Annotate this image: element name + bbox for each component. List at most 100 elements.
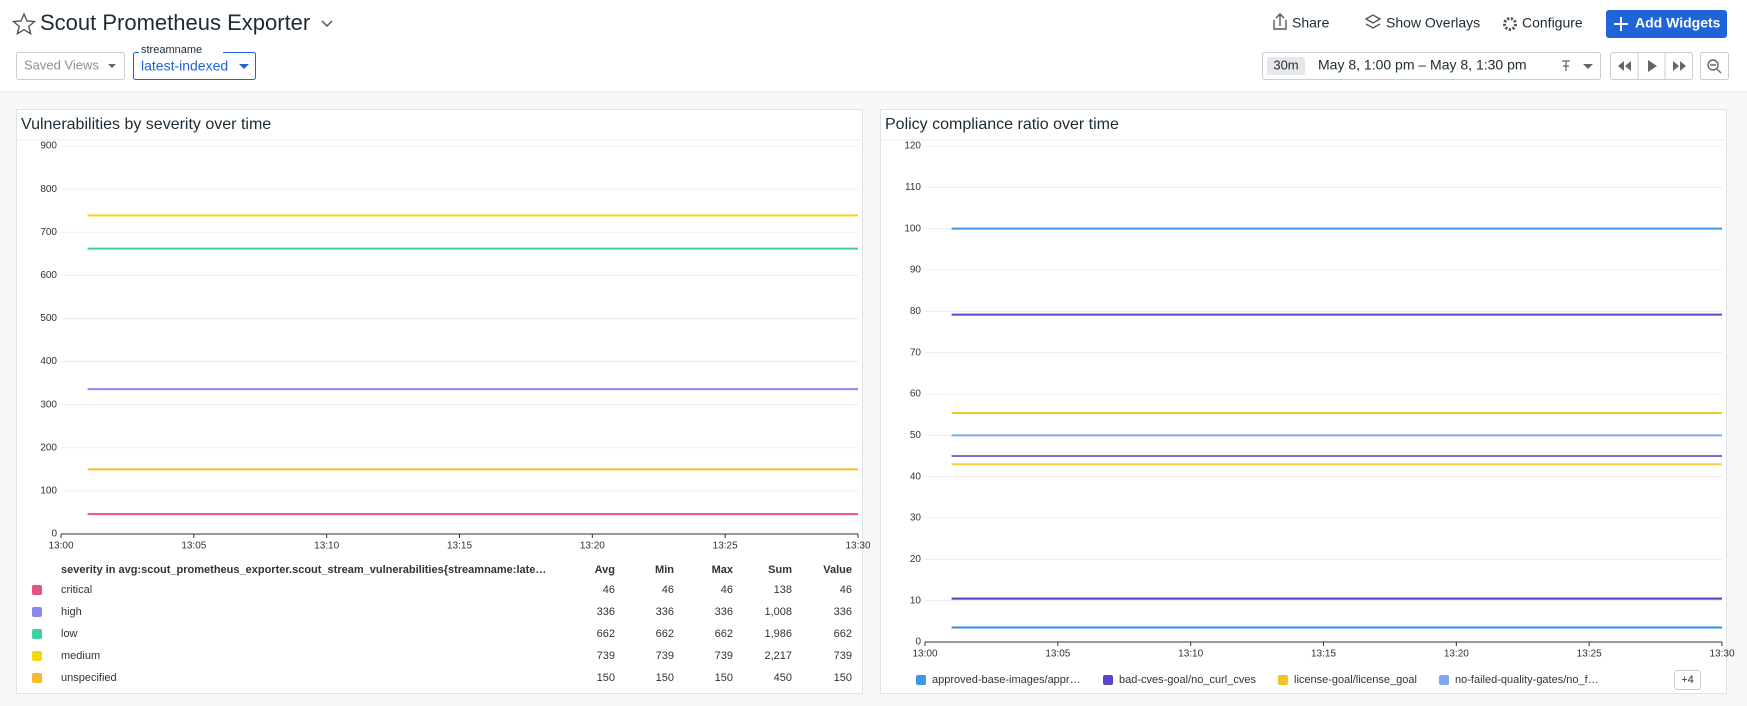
legend-cell: 739: [834, 650, 852, 662]
legend-swatch: [1439, 675, 1449, 685]
legend-more[interactable]: +4: [1681, 674, 1694, 686]
legend-entry: bad-cves-goal/no_curl_cves: [1119, 674, 1256, 686]
legend-swatch: [32, 629, 42, 639]
overlays-icon: [1364, 14, 1382, 29]
y-tick-label: 90: [910, 265, 922, 276]
pin-icon: [1562, 60, 1570, 71]
y-tick-label: 40: [910, 471, 922, 482]
zoom-out-button[interactable]: [1700, 52, 1729, 80]
saved-views-box: [16, 52, 125, 80]
legend-column-header: Sum: [768, 564, 792, 576]
legend-column-header: Max: [712, 564, 734, 576]
x-tick-label: 13:10: [314, 541, 339, 552]
legend-cell: 739: [656, 650, 674, 662]
widget-title: Policy compliance ratio over time: [885, 116, 1119, 133]
legend-cell: 150: [656, 672, 674, 684]
time-span-chip: [1267, 57, 1305, 75]
configure-icon: [1503, 17, 1517, 31]
legend-swatch: [1278, 675, 1288, 685]
legend-table-header: severity in avg:scout_prometheus_exporte…: [61, 564, 546, 576]
y-tick-label: 300: [40, 399, 57, 410]
legend-cell: 2,217: [764, 650, 792, 662]
x-tick-label: 13:20: [580, 541, 605, 552]
title-menu-chevron[interactable]: [321, 20, 333, 28]
y-tick-label: 600: [40, 270, 57, 281]
legend-cell: 46: [603, 584, 615, 596]
y-tick-label: 0: [51, 529, 57, 540]
legend-cell: 46: [721, 584, 733, 596]
configure-label: Configure: [1522, 15, 1583, 31]
legend-cell: 336: [656, 606, 674, 618]
playback-controls[interactable]: [1610, 52, 1693, 80]
time-range: May 8, 1:00 pm – May 8, 1:30 pm: [1318, 57, 1527, 73]
y-tick-label: 400: [40, 356, 57, 367]
y-tick-label: 10: [910, 595, 922, 606]
favorite-star[interactable]: [11, 12, 37, 36]
saved-views-label: Saved Views: [24, 57, 99, 72]
play-icon[interactable]: [1648, 60, 1657, 72]
y-tick-label: 80: [910, 306, 922, 317]
dashboard-title: Scout Prometheus Exporter: [40, 10, 310, 35]
legend-swatch: [916, 675, 926, 685]
legend-cell: 662: [834, 628, 852, 640]
legend-cell: 1,986: [764, 628, 792, 640]
legend-cell: 662: [715, 628, 733, 640]
legend-series-name: medium: [61, 650, 100, 662]
legend-column-header: Min: [655, 564, 674, 576]
x-tick-label: 13:25: [1577, 649, 1602, 660]
legend-swatch: [32, 607, 42, 617]
add-widgets-label: Add Widgets: [1635, 15, 1721, 31]
legend-cell: 1,008: [764, 606, 792, 618]
x-tick-label: 13:00: [912, 649, 937, 660]
legend-cell: 739: [715, 650, 733, 662]
x-tick-label: 13:05: [181, 541, 206, 552]
y-tick-label: 110: [905, 182, 921, 193]
legend-entry: license-goal/license_goal: [1294, 674, 1417, 686]
rewind-icon[interactable]: [1618, 61, 1631, 71]
x-tick-label: 13:15: [1311, 649, 1336, 660]
configure-button[interactable]: Configure: [1503, 15, 1583, 31]
x-tick-label: 13:10: [1178, 649, 1203, 660]
legend-column-header: Avg: [595, 564, 615, 576]
y-tick-label: 120: [904, 141, 921, 152]
y-tick-label: 20: [910, 554, 922, 565]
time-picker[interactable]: 30m May 8, 1:00 pm – May 8, 1:30 pm: [1262, 52, 1601, 80]
y-tick-label: 800: [40, 184, 57, 195]
add-widgets-button[interactable]: Add Widgets: [1606, 10, 1727, 38]
share-label: Share: [1292, 15, 1330, 31]
variable-caret: [239, 64, 249, 69]
x-tick-label: 13:05: [1045, 649, 1070, 660]
legend-cell: 150: [715, 672, 733, 684]
y-tick-label: 500: [40, 313, 57, 324]
legend-entry: approved-base-images/appr…: [932, 674, 1081, 686]
template-variable[interactable]: streamname latest-indexed: [133, 44, 256, 80]
y-tick-label: 70: [910, 347, 922, 358]
y-tick-label: 60: [910, 389, 922, 400]
time-span: 30m: [1273, 57, 1298, 72]
legend-cell: 138: [774, 584, 792, 596]
legend-cell: 46: [662, 584, 674, 596]
legend-swatch: [32, 585, 42, 595]
share-button[interactable]: Share: [1273, 13, 1330, 31]
saved-views-dropdown[interactable]: Saved Views: [16, 52, 125, 80]
legend-cell: 662: [656, 628, 674, 640]
legend-cell: 739: [597, 650, 615, 662]
legend-more-box[interactable]: [1674, 670, 1701, 690]
time-caret: [1583, 64, 1593, 69]
y-tick-label: 200: [40, 442, 57, 453]
widget-panel: [16, 109, 863, 694]
legend-series-name: critical: [61, 584, 92, 596]
variable-value: latest-indexed: [141, 58, 228, 74]
x-tick-label: 13:30: [1709, 649, 1734, 660]
legend-cell: 336: [597, 606, 615, 618]
legend-swatch: [1103, 675, 1113, 685]
forward-icon[interactable]: [1673, 61, 1686, 71]
widget-panel: [880, 109, 1727, 694]
x-tick-label: 13:20: [1444, 649, 1469, 660]
overlays-button[interactable]: Show Overlays: [1364, 14, 1480, 31]
y-tick-label: 30: [910, 513, 922, 524]
y-tick-label: 100: [40, 486, 57, 497]
legend-cell: 662: [597, 628, 615, 640]
legend-cell: 336: [834, 606, 852, 618]
